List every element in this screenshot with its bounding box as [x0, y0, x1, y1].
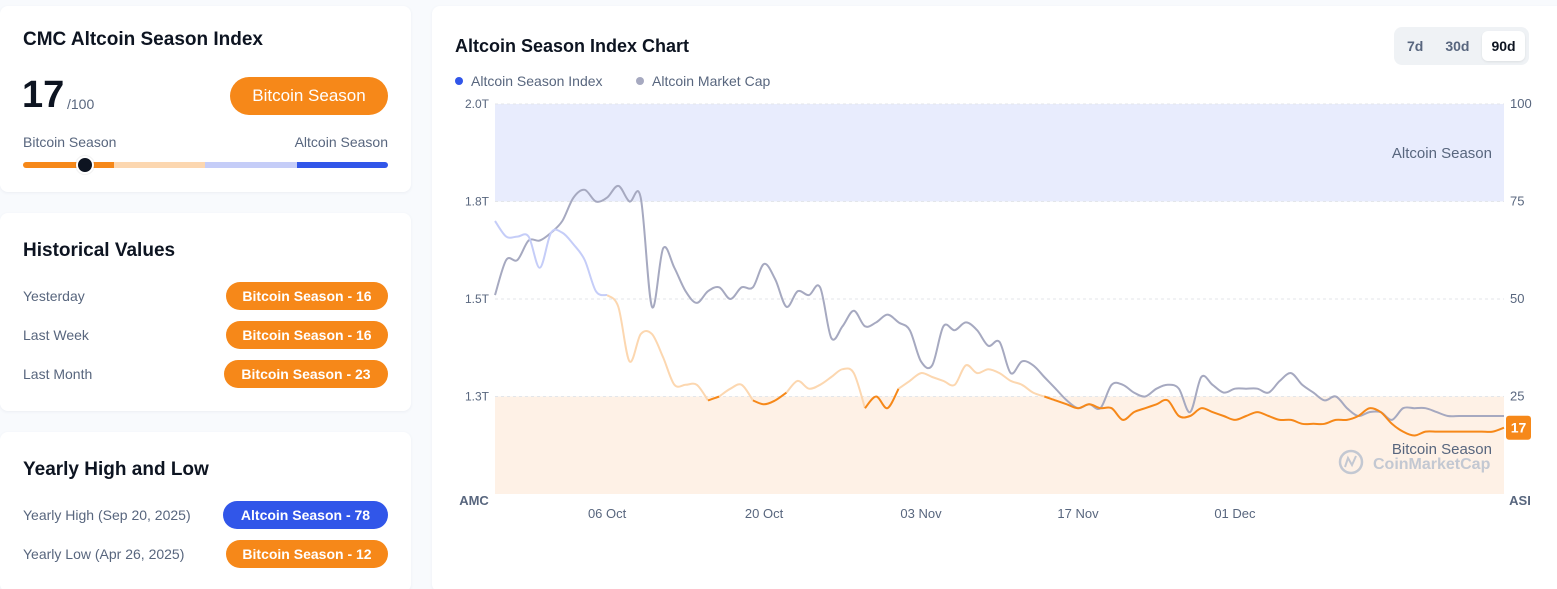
index-card-title: CMC Altcoin Season Index	[23, 29, 263, 50]
index-card: CMC Altcoin Season Index 17 /100 Bitcoin…	[0, 6, 411, 192]
legend-altcoin-market-cap[interactable]: Altcoin Market Cap	[636, 73, 770, 89]
yearly-high-date: (Sep 20, 2025)	[97, 507, 191, 523]
gauge-segment-altcoin	[297, 162, 388, 168]
legend-dot-icon	[455, 77, 463, 85]
yearly-low-text: Yearly Low	[23, 546, 91, 562]
legend-altcoin-season-index[interactable]: Altcoin Season Index	[455, 73, 603, 89]
gauge-right-label: Altcoin Season	[294, 134, 388, 150]
yearly-title: Yearly High and Low	[23, 459, 209, 480]
gauge-left-label: Bitcoin Season	[23, 134, 117, 150]
historical-title: Historical Values	[23, 240, 176, 261]
yearly-high-text: Yearly High	[23, 507, 95, 523]
yearly-low-date: (Apr 26, 2025)	[94, 546, 185, 562]
tab-30d[interactable]: 30d	[1445, 38, 1470, 54]
tab-90d[interactable]: 90d	[1482, 31, 1525, 61]
yearly-high-badge: Altcoin Season - 78	[223, 501, 388, 529]
historical-row-label: Last Month	[23, 366, 93, 382]
gauge-indicator-knob	[76, 156, 95, 174]
historical-row-badge: Bitcoin Season - 16	[226, 282, 388, 310]
historical-row-badge: Bitcoin Season - 16	[226, 321, 388, 349]
historical-values-card: Historical Values Yesterday Bitcoin Seas…	[0, 213, 411, 411]
yearly-low-label: Yearly Low (Apr 26, 2025)	[23, 546, 184, 562]
legend-dot-icon	[636, 77, 644, 85]
yearly-high-low-card: Yearly High and Low Yearly High (Sep 20,…	[0, 432, 411, 589]
historical-row-label: Last Week	[23, 327, 89, 343]
gauge-segment-light-blue	[205, 162, 297, 168]
gauge-segment-bitcoin	[23, 162, 114, 168]
legend-label: Altcoin Season Index	[471, 73, 603, 89]
historical-row-label: Yesterday	[23, 288, 85, 304]
yearly-low-badge: Bitcoin Season - 12	[226, 540, 388, 568]
index-score-max: /100	[67, 96, 95, 112]
season-status-badge: Bitcoin Season	[230, 77, 388, 115]
legend-label: Altcoin Market Cap	[652, 73, 771, 89]
tab-7d[interactable]: 7d	[1407, 38, 1424, 54]
yearly-high-label: Yearly High (Sep 20, 2025)	[23, 507, 191, 523]
gauge-segment-light-orange	[114, 162, 205, 168]
range-tabs: 7d 30d 90d	[1394, 27, 1529, 65]
index-score: 17	[22, 74, 65, 116]
historical-row-badge: Bitcoin Season - 23	[224, 360, 388, 388]
chart-title: Altcoin Season Index Chart	[455, 36, 690, 56]
chart-panel: Altcoin Season Index Chart Altcoin Seaso…	[432, 6, 1557, 589]
